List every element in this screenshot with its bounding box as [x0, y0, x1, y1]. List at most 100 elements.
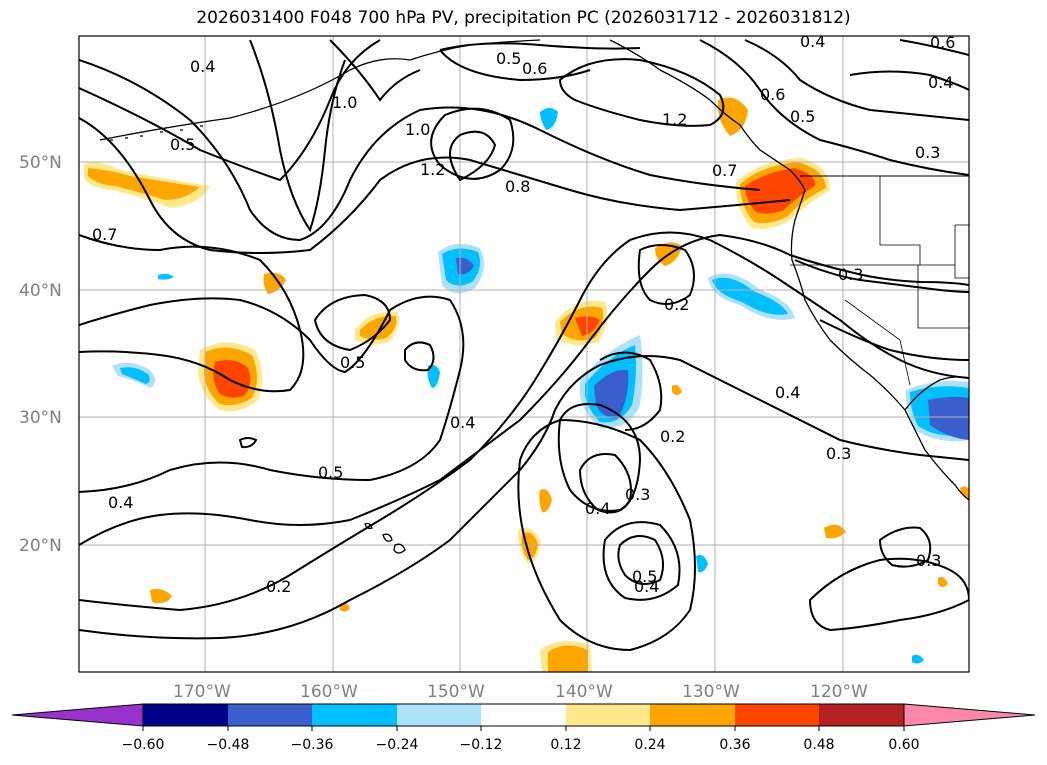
- pv-contour: [79, 234, 305, 393]
- contour-label: 0.4: [450, 413, 475, 432]
- precip-blob: [672, 384, 682, 395]
- pv-contour: [617, 535, 665, 585]
- contour-label: 0.3: [915, 143, 940, 162]
- colorbar-swatch: [397, 704, 481, 726]
- contour-label: 1.2: [662, 110, 687, 129]
- map-frame: [78, 35, 970, 673]
- colorbar-tick-label: −0.36: [291, 737, 334, 753]
- precip-blob: [540, 108, 558, 130]
- lon-label: 120°W: [810, 682, 868, 702]
- lon-label: 170°W: [173, 682, 231, 702]
- colorbar-swatch: [312, 704, 397, 726]
- contour-label: 0.5: [318, 463, 343, 482]
- pv-contour: [599, 351, 663, 431]
- contour-label: 0.3: [916, 551, 941, 570]
- contour-label: 0.6: [760, 85, 785, 104]
- colorbar-extend-left: [11, 703, 144, 727]
- colorbar-swatch: [735, 704, 819, 726]
- pv-contour: [430, 107, 515, 180]
- colorbar: −0.60 −0.48 −0.36 −0.24 −0.12 0.12 0.24 …: [11, 703, 1036, 753]
- contour-label: 0.2: [266, 577, 291, 596]
- pv-contour: [794, 259, 969, 293]
- precip-blob: [912, 654, 924, 664]
- lat-axis: 50°N 40°N 30°N 20°N: [19, 153, 62, 556]
- state-border: [917, 265, 969, 329]
- contour-label: 0.2: [664, 295, 689, 314]
- precip-blob: [548, 645, 588, 672]
- pv-contour: [79, 39, 381, 182]
- colorbar-tick-label: −0.12: [460, 737, 503, 753]
- precip-blob: [263, 272, 286, 294]
- colorbar-tick-label: −0.48: [207, 737, 250, 753]
- pv-contour: [313, 293, 392, 352]
- pv-contour: [79, 233, 969, 546]
- contour-label: 0.7: [92, 225, 117, 244]
- pv-contour: [439, 42, 641, 82]
- lon-label: 130°W: [682, 682, 740, 702]
- pv-contour: [79, 231, 969, 612]
- precip-blob: [158, 273, 174, 280]
- contour-label: 0.4: [585, 499, 610, 518]
- lon-label: 150°W: [427, 682, 485, 702]
- colorbar-swatch: [819, 704, 904, 726]
- pv-contour: [517, 418, 696, 652]
- state-border: [844, 299, 911, 386]
- lon-axis: 170°W 160°W 150°W 140°W 130°W 120°W: [173, 682, 868, 702]
- colorbar-tick-label: 0.24: [634, 737, 665, 753]
- colorbar-outline: [142, 703, 905, 727]
- contour-labels: 0.4 0.5 0.6 1.0 1.2 0.5 0.6 0.7 1.0 1.2 …: [92, 32, 955, 596]
- precip-blob: [712, 277, 788, 315]
- lat-label: 20°N: [19, 536, 62, 556]
- colorbar-swatch: [143, 704, 228, 726]
- graticule: [79, 36, 969, 672]
- lat-label: 30°N: [19, 408, 62, 428]
- contour-label: 0.5: [790, 107, 815, 126]
- hawaii-island: [364, 522, 406, 554]
- contour-label: 0.2: [660, 427, 685, 446]
- contour-label: 0.4: [800, 32, 825, 51]
- pv-contour: [578, 453, 632, 514]
- lon-label: 160°W: [300, 682, 358, 702]
- pv-contour: [404, 341, 435, 372]
- pv-contour: [249, 39, 346, 233]
- pv-contour: [79, 355, 969, 640]
- colorbar-tick-label: −0.24: [376, 737, 419, 753]
- precip-blob: [120, 367, 150, 384]
- colorbar-swatch: [228, 704, 312, 726]
- colorbar-swatch: [650, 704, 735, 726]
- pv-contour: [79, 59, 761, 242]
- pv-contours: [79, 39, 969, 652]
- contour-label: 0.4: [775, 383, 800, 402]
- colorbar-tick-label: 0.12: [550, 737, 581, 753]
- pv-contour: [878, 526, 932, 568]
- contour-label: 0.3: [625, 485, 650, 504]
- precip-blob: [938, 576, 948, 587]
- contour-label: 0.4: [190, 57, 215, 76]
- pv-contour: [557, 403, 642, 512]
- na-west-coast: [790, 189, 969, 501]
- contour-label: 0.7: [712, 161, 737, 180]
- precip-blob: [928, 396, 969, 440]
- lat-label: 40°N: [19, 281, 62, 301]
- colorbar-tick-label: −0.60: [122, 737, 165, 753]
- contour-label: 0.3: [826, 444, 851, 463]
- pv-contour: [558, 58, 725, 127]
- colorbar-swatch: [481, 704, 566, 726]
- state-border: [954, 224, 969, 279]
- colorbar-tick-label: 0.48: [803, 737, 834, 753]
- precip-blob: [88, 168, 200, 200]
- contour-label: 0.4: [634, 577, 659, 596]
- precip-blob: [696, 555, 708, 573]
- precip-blob: [960, 486, 969, 500]
- contour-label: 0.3: [838, 265, 863, 284]
- contour-label: 0.8: [505, 177, 530, 196]
- lat-label: 50°N: [19, 153, 62, 173]
- pv-contour: [79, 295, 465, 493]
- precip-blob: [824, 524, 846, 539]
- contour-label: 0.4: [108, 493, 133, 512]
- aleutian-dots: [110, 125, 203, 141]
- pv-contour: [744, 39, 969, 121]
- contour-label: 0.5: [496, 49, 521, 68]
- contour-label: 1.0: [332, 93, 357, 112]
